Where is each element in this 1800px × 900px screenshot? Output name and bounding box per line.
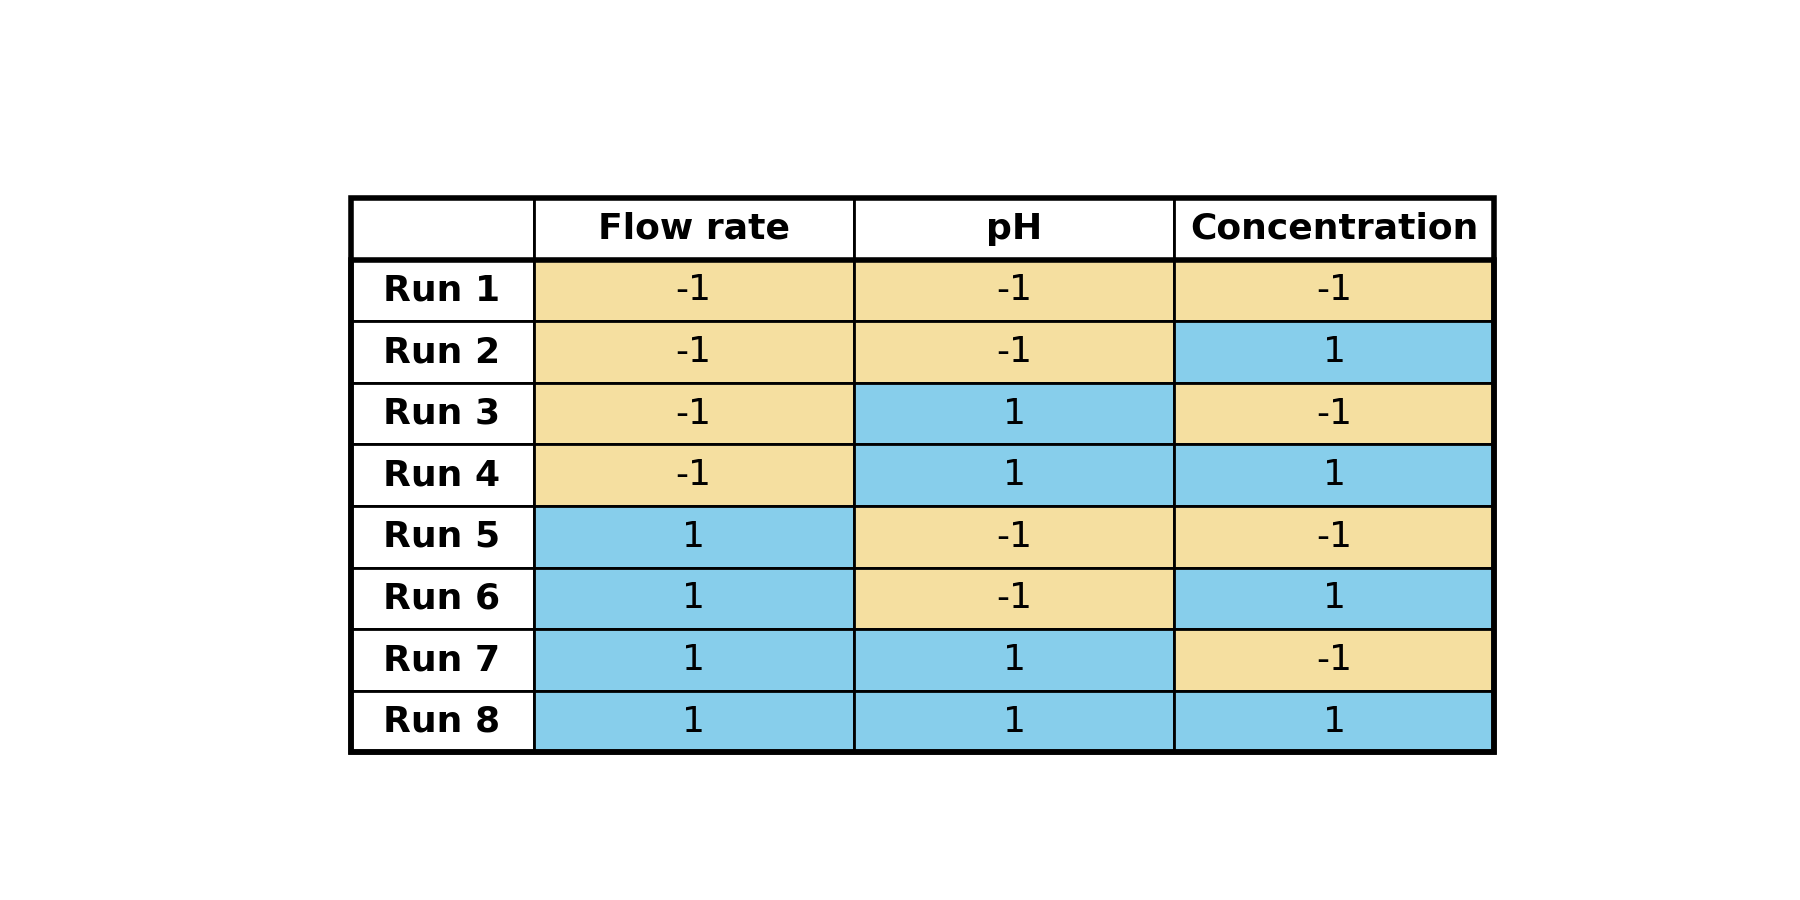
Text: 1: 1 [682,520,706,554]
Text: -1: -1 [675,397,711,431]
Text: -1: -1 [1316,520,1352,554]
Bar [533,382,853,445]
Bar [853,382,1174,445]
Bar [1174,260,1494,321]
Bar [533,568,853,629]
Bar [351,321,533,382]
Bar [351,445,533,506]
Bar [853,629,1174,691]
Bar [1174,629,1494,691]
Text: -1: -1 [1316,644,1352,677]
Text: Run 5: Run 5 [383,520,500,554]
Bar [533,321,853,382]
Bar [853,321,1174,382]
Bar [533,445,853,506]
Text: -1: -1 [675,274,711,308]
Text: 1: 1 [1323,458,1346,492]
Text: -1: -1 [995,335,1031,369]
Text: -1: -1 [675,458,711,492]
Text: 1: 1 [1323,705,1346,739]
Bar [351,691,533,752]
Bar [1174,691,1494,752]
Bar [351,260,533,321]
Bar [351,382,533,445]
Text: Run 8: Run 8 [383,705,500,739]
Bar [1174,506,1494,568]
Bar [351,260,1494,752]
Bar [351,198,533,260]
Text: 1: 1 [1323,335,1346,369]
Text: 1: 1 [1003,644,1026,677]
Bar [853,568,1174,629]
Text: 1: 1 [1003,705,1026,739]
Bar [1174,382,1494,445]
Text: 1: 1 [682,705,706,739]
Text: Run 7: Run 7 [383,644,500,677]
Bar [1174,568,1494,629]
Text: -1: -1 [675,335,711,369]
Bar [853,691,1174,752]
Text: Run 4: Run 4 [383,458,500,492]
Text: -1: -1 [995,581,1031,616]
Text: -1: -1 [1316,274,1352,308]
Text: -1: -1 [995,274,1031,308]
Text: Run 3: Run 3 [383,397,500,431]
Text: Concentration: Concentration [1190,212,1478,246]
Bar [1174,445,1494,506]
Bar [533,691,853,752]
Text: Run 6: Run 6 [383,581,500,616]
Text: 1: 1 [682,644,706,677]
Text: -1: -1 [1316,397,1352,431]
Bar [853,260,1174,321]
Bar [351,198,1494,752]
Text: 1: 1 [1323,581,1346,616]
Bar [533,506,853,568]
Text: 1: 1 [1003,397,1026,431]
Bar [853,506,1174,568]
Text: 1: 1 [1003,458,1026,492]
Bar [351,506,533,568]
Text: 1: 1 [682,581,706,616]
Bar [533,629,853,691]
Text: Run 1: Run 1 [383,274,500,308]
Text: pH: pH [986,212,1042,246]
Bar [1174,198,1494,260]
Bar [853,445,1174,506]
Bar [351,568,533,629]
Bar [351,629,533,691]
Bar [853,198,1174,260]
Bar [533,260,853,321]
Bar [1174,321,1494,382]
Text: Run 2: Run 2 [383,335,500,369]
Text: Flow rate: Flow rate [598,212,790,246]
Bar [533,198,853,260]
Text: -1: -1 [995,520,1031,554]
